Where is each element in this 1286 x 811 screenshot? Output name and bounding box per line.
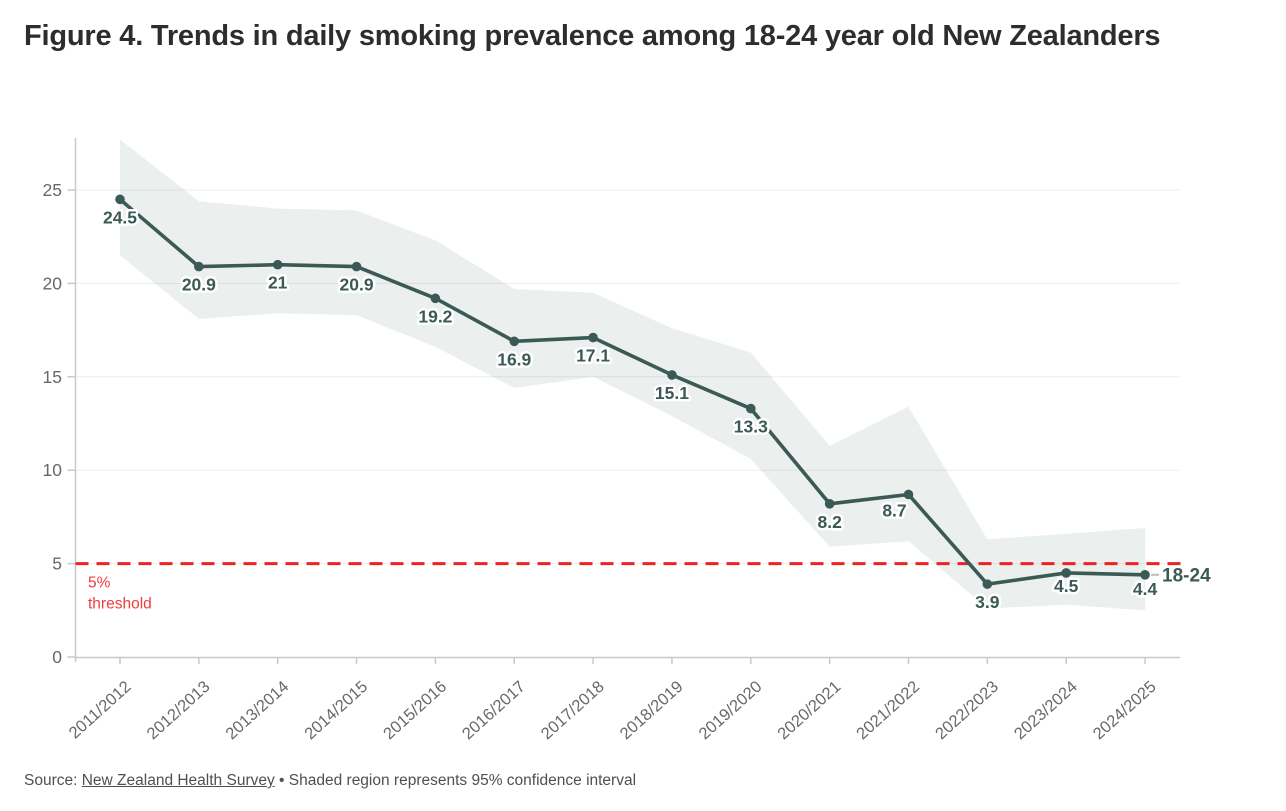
x-axis-tick-label: 2013/2014 — [222, 678, 292, 744]
data-point — [509, 336, 520, 347]
data-point-label: 20.9 — [182, 275, 216, 295]
data-point — [115, 194, 125, 205]
data-point-label: 4.5 — [1054, 576, 1079, 596]
x-axis-tick-label: 2018/2019 — [617, 678, 687, 744]
data-point — [272, 259, 283, 270]
source-note-text: Shaded region represents 95% confidence … — [288, 772, 637, 789]
data-point-label: 24.5 — [103, 207, 137, 227]
data-point-label: 17.1 — [576, 346, 610, 366]
data-point-label: 8.7 — [882, 500, 906, 520]
data-point-label: 21 — [268, 273, 288, 293]
x-axis-tick-label: 2012/2013 — [144, 678, 214, 744]
x-axis-tick-label: 2011/2012 — [66, 678, 135, 743]
y-axis-tick-label: 15 — [43, 367, 62, 387]
chart-canvas: 5% threshold 24.5 20.9 21 20.9 19.2 16.9 17.1 15.… — [43, 138, 1211, 744]
data-point-label: 4.4 — [1133, 579, 1158, 599]
x-axis-tick-label: 2024/2025 — [1090, 678, 1160, 744]
figure-title: Figure 4. Trends in daily smoking preval… — [24, 20, 1161, 52]
x-axis-tick-label: 2021/2022 — [853, 678, 923, 744]
y-axis-tick-label: 20 — [43, 273, 63, 293]
y-axis-tick-label: 0 — [52, 647, 62, 667]
data-point-label: 8.2 — [817, 512, 842, 532]
data-point — [588, 332, 598, 343]
x-axis-tick-label: 2015/2016 — [380, 678, 450, 744]
x-axis-tick-label: 2023/2024 — [1011, 678, 1081, 744]
data-point-label: 19.2 — [418, 306, 452, 326]
y-axis-tick-label: 10 — [43, 460, 63, 480]
data-point-label: 15.1 — [655, 383, 689, 403]
data-point — [194, 261, 204, 272]
trend-line — [118, 197, 1147, 586]
threshold-label: 5% threshold — [88, 575, 152, 613]
data-point-label: 3.9 — [975, 592, 1000, 612]
y-axis-tick-label: 5 — [52, 554, 62, 574]
data-point — [746, 403, 756, 414]
confidence-band — [120, 139, 1146, 611]
x-axis-tick-label: 2014/2015 — [301, 678, 371, 744]
data-point — [1140, 570, 1150, 580]
data-point-label: 16.9 — [497, 349, 531, 369]
data-point — [903, 489, 914, 500]
data-point — [1061, 568, 1071, 578]
data-point-label: 20.9 — [340, 275, 374, 295]
data-point-label: 13.3 — [734, 417, 768, 437]
series-end-label: 18-24 — [1162, 565, 1211, 586]
x-axis-tick-label: 2019/2020 — [695, 678, 765, 744]
source-separator: • — [274, 772, 289, 789]
x-axis-tick-label: 2017/2018 — [538, 678, 608, 744]
x-axis-tick-label: 2022/2023 — [932, 678, 1002, 744]
data-point — [351, 261, 362, 272]
y-axis-tick-label: 25 — [43, 180, 62, 200]
source-link[interactable]: New Zealand Health Survey — [81, 772, 275, 789]
data-point — [824, 499, 835, 509]
source-prefix: Source: — [24, 772, 82, 789]
x-axis-tick-label: 2020/2021 — [774, 678, 844, 744]
source-note: Source: New Zealand Health Survey • Shad… — [24, 772, 636, 790]
x-axis-tick-label: 2016/2017 — [459, 678, 529, 744]
data-point — [430, 293, 441, 304]
line-chart: 5% threshold 24.5 20.9 21 20.9 19.2 16.9 17.1 15.… — [0, 118, 1286, 773]
data-point — [982, 579, 993, 589]
data-point — [667, 370, 677, 380]
